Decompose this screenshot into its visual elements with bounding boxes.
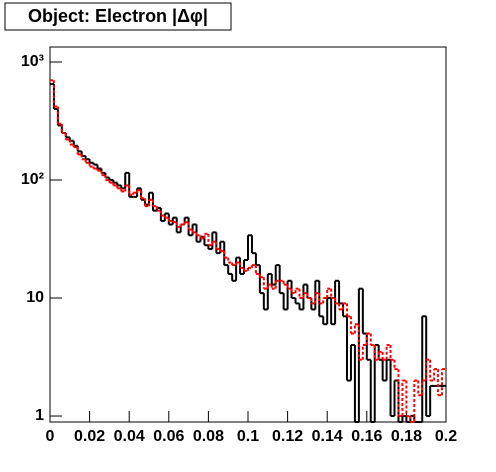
x-tick-label: 0.14 xyxy=(312,428,343,445)
y-tick-label: 10² xyxy=(21,171,44,188)
x-tick-label: 0.16 xyxy=(351,428,382,445)
x-tick-label: 0.06 xyxy=(153,428,184,445)
y-tick-label: 1 xyxy=(35,407,44,424)
title-box xyxy=(4,2,232,31)
x-tick-label: 0.2 xyxy=(435,428,457,445)
x-tick-label: 0.1 xyxy=(237,428,259,445)
x-tick-label: 0 xyxy=(46,428,55,445)
x-tick-label: 0.04 xyxy=(114,428,145,445)
x-tick-label: 0.12 xyxy=(272,428,303,445)
y-tick-label: 10³ xyxy=(21,53,44,70)
y-tick-label: 10 xyxy=(26,289,44,306)
chart-title: Object: Electron |Δφ| xyxy=(28,6,208,26)
x-tick-label: 0.02 xyxy=(74,428,105,445)
x-tick-label: 0.18 xyxy=(391,428,422,445)
x-tick-label: 0.08 xyxy=(193,428,224,445)
